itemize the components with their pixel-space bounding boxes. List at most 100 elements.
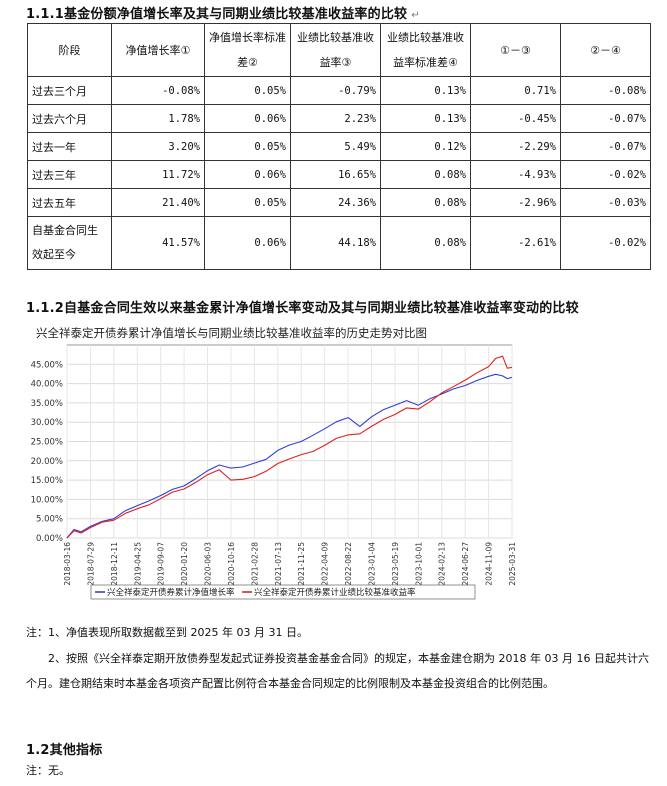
value-cell: 3.20% <box>111 132 205 161</box>
value-cell: -4.93% <box>470 160 561 189</box>
value-cell: 0.08% <box>380 188 471 217</box>
value-cell: -0.08% <box>560 76 651 105</box>
chart-title: 兴全祥泰定开债券累计净值增长与同期业绩比较基准收益率的历史走势对比图 <box>36 326 427 340</box>
value-cell: 21.40% <box>111 188 205 217</box>
header-cell: 净值增长率标准差② <box>204 23 291 77</box>
other-indicators-note: 注：无。 <box>26 764 70 777</box>
value-cell: 16.65% <box>290 160 381 189</box>
value-cell: -0.79% <box>290 76 381 105</box>
y-tick-label: 35.00% <box>31 399 63 409</box>
value-cell: 0.06% <box>204 216 291 270</box>
section-heading-1-1-2: 1.1.2自基金合同生效以来基金累计净值增长率变动及其与同期业绩比较基准收益率变… <box>26 297 579 316</box>
period-cell: 自基金合同生效起至今 <box>27 216 112 270</box>
legend-entry-0: 兴全祥泰定开债券累计净值增长率 <box>107 587 235 598</box>
legend-entry-1: 兴全祥泰定开债券累计业绩比较基准收益率 <box>254 587 416 598</box>
x-tick-label: 2021-07-13 <box>274 542 283 586</box>
header-cell: ②－④ <box>560 23 651 77</box>
value-cell: 44.18% <box>290 216 381 270</box>
value-cell: -0.45% <box>470 104 561 133</box>
x-tick-label: 2020-10-16 <box>227 542 236 586</box>
section-heading-text: 1.1.1基金份额净值增长率及其与同期业绩比较基准收益率的比较 <box>26 7 408 22</box>
period-cell: 过去六个月 <box>27 104 112 133</box>
x-tick-label: 2021-11-25 <box>297 542 306 586</box>
value-cell: 0.06% <box>204 104 291 133</box>
performance-table: 阶段 净值增长率① 净值增长率标准差② 业绩比较基准收益率③ 业绩比较基准收益率… <box>27 23 651 270</box>
header-cell: 业绩比较基准收益率标准差④ <box>380 23 471 77</box>
x-tick-label: 2019-09-07 <box>157 542 166 586</box>
x-tick-label: 2023-10-01 <box>414 542 423 586</box>
header-cell: 净值增长率① <box>111 23 205 77</box>
header-cell: ①－③ <box>470 23 561 77</box>
period-cell: 过去三个月 <box>27 76 112 105</box>
x-tick-label: 2018-07-29 <box>86 542 95 586</box>
x-tick-label: 2018-12-11 <box>110 542 119 586</box>
y-tick-label: 5.00% <box>36 515 63 525</box>
header-cell: 阶段 <box>27 23 112 77</box>
period-cell: 过去五年 <box>27 188 112 217</box>
x-tick-label: 2022-08-22 <box>344 542 353 586</box>
value-cell: -0.02% <box>560 216 651 270</box>
value-cell: -0.07% <box>560 104 651 133</box>
table-row: 过去六个月 1.78% 0.06% 2.23% 0.13% -0.45% -0.… <box>27 104 651 133</box>
value-cell: -2.61% <box>470 216 561 270</box>
x-tick-label: 2021-02-28 <box>250 542 259 586</box>
value-cell: -0.03% <box>560 188 651 217</box>
x-tick-label: 2024-02-13 <box>438 542 447 586</box>
value-cell: 0.05% <box>204 188 291 217</box>
x-tick-label: 2022-04-09 <box>321 542 330 586</box>
value-cell: 0.13% <box>380 104 471 133</box>
table-row: 过去五年 21.40% 0.05% 24.36% 0.08% -2.96% -0… <box>27 188 651 217</box>
x-tick-label: 2025-03-31 <box>508 542 517 586</box>
value-cell: 0.08% <box>380 216 471 270</box>
y-tick-label: 0.00% <box>36 534 63 544</box>
table-row: 过去三年 11.72% 0.06% 16.65% 0.08% -4.93% -0… <box>27 160 651 189</box>
x-tick-label: 2024-11-09 <box>485 542 494 586</box>
section-heading-text: 1.1.2自基金合同生效以来基金累计净值增长率变动及其与同期业绩比较基准收益率变… <box>26 301 579 316</box>
y-tick-label: 10.00% <box>31 495 63 505</box>
note-1: 注：1、净值表现所取数据截至到 2025 年 03 月 31 日。 <box>26 626 308 639</box>
x-tick-label: 2018-03-16 <box>63 542 72 586</box>
section-heading-text: 1.2其他指标 <box>26 743 103 758</box>
y-tick-label: 45.00% <box>31 360 63 370</box>
value-cell: -0.08% <box>111 76 205 105</box>
value-cell: 2.23% <box>290 104 381 133</box>
chart-svg: 0.00% 5.00% 10.00% 15.00% 20.00% 25.00% 30.00%… <box>31 344 517 600</box>
table-row: 过去三个月 -0.08% 0.05% -0.79% 0.13% 0.71% -0… <box>27 76 651 105</box>
value-cell: -0.02% <box>560 160 651 189</box>
table-row: 自基金合同生效起至今 41.57% 0.06% 44.18% 0.08% -2.… <box>27 216 651 270</box>
y-tick-label: 30.00% <box>31 418 63 428</box>
value-cell: 0.12% <box>380 132 471 161</box>
y-tick-label: 15.00% <box>31 476 63 486</box>
x-tick-label: 2019-04-25 <box>133 542 142 586</box>
value-cell: -0.07% <box>560 132 651 161</box>
value-cell: -2.96% <box>470 188 561 217</box>
value-cell: 11.72% <box>111 160 205 189</box>
value-cell: 0.06% <box>204 160 291 189</box>
x-tick-label: 2024-06-27 <box>461 542 470 586</box>
value-cell: 0.71% <box>470 76 561 105</box>
x-tick-label: 2020-01-20 <box>180 542 189 586</box>
section-heading-1-2: 1.2其他指标 <box>26 739 102 758</box>
y-tick-label: 40.00% <box>31 380 63 390</box>
value-cell: 24.36% <box>290 188 381 217</box>
value-cell: 1.78% <box>111 104 205 133</box>
paragraph-mark-icon: ↵ <box>411 10 420 21</box>
value-cell: 0.08% <box>380 160 471 189</box>
value-cell: 41.57% <box>111 216 205 270</box>
series-line-0 <box>66 373 513 539</box>
x-tick-label: 2023-01-04 <box>367 542 376 586</box>
table-header-row: 阶段 净值增长率① 净值增长率标准差② 业绩比较基准收益率③ 业绩比较基准收益率… <box>27 23 651 77</box>
table-row: 过去一年 3.20% 0.05% 5.49% 0.12% -2.29% -0.0… <box>27 132 651 161</box>
x-tick-label: 2023-05-19 <box>391 542 400 586</box>
section-heading-1-1-1: 1.1.1基金份额净值增长率及其与同期业绩比较基准收益率的比较 ↵ <box>26 3 420 22</box>
period-cell: 过去一年 <box>27 132 112 161</box>
legend-box <box>90 584 476 600</box>
period-cell: 过去三年 <box>27 160 112 189</box>
y-tick-label: 20.00% <box>31 457 63 467</box>
nav-performance-chart: 兴全祥泰定开债券累计净值增长与同期业绩比较基准收益率的历史走势对比图 0.00%… <box>27 323 519 610</box>
value-cell: -2.29% <box>470 132 561 161</box>
series-line-1 <box>66 355 513 539</box>
value-cell: 0.05% <box>204 76 291 105</box>
value-cell: 5.49% <box>290 132 381 161</box>
value-cell: 0.05% <box>204 132 291 161</box>
